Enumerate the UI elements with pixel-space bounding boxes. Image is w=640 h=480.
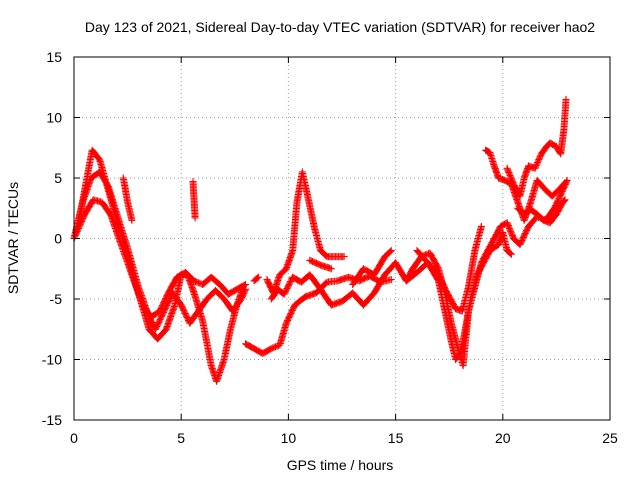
- y-tick-label: 0: [54, 231, 62, 247]
- data-series-track-9: [267, 259, 417, 309]
- x-tick-label: 15: [388, 430, 404, 446]
- data-series-track-11: [349, 247, 395, 288]
- data-series-track-4: [119, 174, 136, 224]
- data-series-group: [70, 95, 571, 385]
- data-series-track-16: [503, 95, 570, 200]
- data-series-track-10: [306, 256, 335, 273]
- data-series-track-7: [263, 168, 348, 297]
- x-tick-label: 0: [70, 430, 78, 446]
- grid: [74, 57, 610, 420]
- x-tick-label: 25: [602, 430, 618, 446]
- y-axis-label: SDTVAR / TECUs: [5, 182, 21, 294]
- data-markers: [189, 178, 199, 222]
- data-series-track-14: [413, 222, 485, 315]
- y-tick-label: 5: [54, 170, 62, 186]
- data-series-track-5: [189, 178, 199, 222]
- data-series-track-3: [70, 196, 249, 321]
- x-tick-label: 10: [281, 430, 297, 446]
- x-tick-label: 5: [177, 430, 185, 446]
- data-series-track-8: [250, 273, 262, 285]
- y-tick-label: -10: [42, 352, 62, 368]
- data-markers: [413, 222, 485, 315]
- data-series-track-17: [514, 196, 569, 227]
- x-tick-label: 20: [495, 430, 511, 446]
- data-series-track-1: [70, 146, 247, 385]
- y-tick-label: 10: [46, 110, 62, 126]
- data-markers: [306, 256, 335, 273]
- data-markers: [514, 196, 569, 227]
- y-tick-label: 15: [46, 49, 62, 65]
- axis-ticks: 0 5 10 15 20 25 -15 -10 -5 0 5 10 15: [42, 49, 618, 446]
- data-markers: [503, 95, 570, 200]
- data-markers: [70, 146, 247, 385]
- data-markers: [250, 273, 262, 285]
- x-axis-label: GPS time / hours: [287, 457, 394, 473]
- data-markers: [70, 196, 249, 321]
- data-markers: [263, 168, 348, 297]
- chart-title: Day 123 of 2021, Sidereal Day-to-day VTE…: [85, 19, 595, 35]
- data-markers: [349, 247, 395, 288]
- y-tick-label: -15: [42, 412, 62, 428]
- data-markers: [267, 259, 417, 309]
- y-tick-label: -5: [50, 291, 63, 307]
- data-markers: [119, 174, 136, 224]
